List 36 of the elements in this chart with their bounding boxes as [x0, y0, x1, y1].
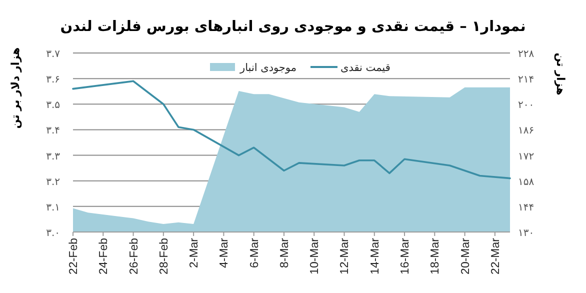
y-tick-label: ۳.۶	[46, 74, 60, 86]
y2-tick-label: ۱۷۲	[518, 151, 534, 162]
x-tick-label: 22-Feb	[68, 238, 80, 274]
x-tick-label: 12-Mar	[339, 238, 352, 274]
y-tick-label: ۳.۱	[46, 202, 60, 214]
y2-tick-label: ۲۰۰	[518, 100, 534, 112]
y-axis-title: هزار دلار بر تن	[9, 47, 22, 129]
x-tick-label: 2-Mar	[188, 238, 201, 268]
y2-tick-label: ۱۸۶	[518, 126, 534, 137]
y-tick-label: ۳.۵	[46, 100, 60, 112]
x-tick-label: 4-Mar	[218, 238, 231, 268]
x-tick-label: 26-Feb	[128, 238, 140, 274]
legend-label: موجودی انبار	[239, 62, 296, 74]
x-tick-label: 8-Mar	[278, 238, 291, 268]
y-tick-label: ۳.۷	[46, 49, 61, 60]
x-tick-label: 20-Mar	[460, 238, 472, 274]
y2-tick-label: ۲۱۴	[518, 74, 534, 86]
y2-tick-label: ۱۳۰	[518, 228, 534, 239]
y2-axis-title: هزار تن	[554, 52, 567, 96]
y2-tick-label: ۱۴۴	[518, 202, 534, 214]
x-tick-label: 28-Feb	[158, 238, 170, 274]
y-tick-label: ۳.۳	[46, 151, 61, 162]
x-tick-label: 24-Feb	[98, 238, 110, 274]
chart-title: نمودار۱ – قیمت نقدی و موجودی روی انبارهای بورس فلزات لندن	[60, 19, 526, 35]
x-tick-label: 10-Mar	[309, 238, 322, 274]
legend-label: قیمت نقدی	[340, 62, 390, 74]
x-tick-label: 6-Mar	[248, 238, 261, 268]
x-tick-label: 22-Mar	[490, 238, 502, 274]
y-tick-label: ۳.۴	[46, 126, 60, 137]
y2-tick-label: ۲۲۸	[518, 49, 535, 60]
x-tick-label: 16-Mar	[400, 238, 412, 274]
x-tick-label: 18-Mar	[430, 238, 442, 274]
y2-tick-label: ۱۵۸	[518, 176, 535, 188]
y-tick-label: ۳.۲	[46, 176, 60, 188]
x-tick-label: 14-Mar	[369, 238, 382, 274]
y-tick-label: ۳.۰	[46, 228, 60, 239]
